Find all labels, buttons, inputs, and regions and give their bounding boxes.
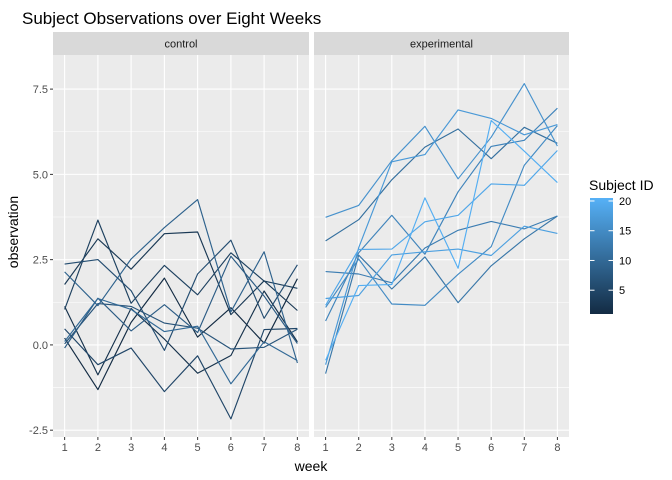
series-line-subject-1	[64, 277, 298, 391]
chart-title: Subject Observations over Eight Weeks	[22, 9, 321, 28]
legend: Subject ID 5 10 15 20	[589, 177, 654, 314]
series-line-subject-9	[64, 199, 298, 364]
y-axis-ticks: -2.5 0.0 2.5 5.0 7.5	[29, 84, 53, 437]
legend-label: 20	[619, 196, 631, 208]
series-line-subject-8	[64, 255, 298, 349]
x-tick-label: 4	[422, 442, 428, 454]
x-tick-label: 3	[128, 442, 134, 454]
facet-panel-experimental: experimental	[314, 32, 569, 437]
y-tick-label: 2.5	[33, 255, 48, 267]
facet-strip	[53, 32, 309, 55]
legend-label: 10	[619, 255, 631, 267]
y-tick-label: 5.0	[33, 169, 48, 181]
facet-panel-control: control	[53, 32, 309, 437]
series-line-subject-10	[64, 297, 298, 385]
series-line-subject-18	[325, 225, 558, 300]
x-tick-label: 8	[294, 442, 300, 454]
x-tick-label: 5	[195, 442, 201, 454]
x-axis-title: week	[294, 458, 329, 474]
x-axis-ticks: 1 2 3 4 5 6 7 8 1 2 3 4 5 6 7 8	[62, 437, 560, 454]
x-tick-label: 5	[455, 442, 461, 454]
series-line-subject-4	[64, 219, 298, 310]
x-tick-label: 7	[521, 442, 527, 454]
x-tick-label: 3	[389, 442, 395, 454]
x-tick-label: 6	[228, 442, 234, 454]
x-tick-label: 7	[261, 442, 267, 454]
series-line-subject-20	[325, 119, 558, 361]
series-line-subject-3	[64, 231, 298, 316]
legend-title: Subject ID	[589, 177, 654, 193]
x-tick-label: 8	[554, 442, 560, 454]
legend-colorbar	[590, 198, 613, 314]
series-line-subject-5	[64, 327, 298, 420]
facet-strip-label: experimental	[410, 39, 473, 51]
x-tick-label: 2	[95, 442, 101, 454]
series-line-subject-12	[325, 215, 558, 374]
facet-strip	[314, 32, 569, 55]
y-axis-title: observation	[5, 196, 21, 268]
legend-label: 15	[619, 226, 631, 238]
y-tick-label: 7.5	[33, 84, 48, 96]
facet-strip-label: control	[164, 39, 197, 51]
series-line-subject-19	[325, 150, 558, 306]
series-line-subject-16	[325, 83, 558, 218]
series-line-subject-15	[325, 125, 558, 308]
y-tick-label: -2.5	[29, 425, 48, 437]
y-tick-label: 0.0	[33, 340, 48, 352]
x-tick-label: 1	[323, 442, 329, 454]
series-line-subject-14	[325, 107, 558, 322]
x-tick-label: 1	[62, 442, 68, 454]
series-line-subject-6	[64, 239, 298, 351]
x-tick-label: 2	[356, 442, 362, 454]
x-tick-label: 6	[488, 442, 494, 454]
x-tick-label: 4	[161, 442, 167, 454]
panel-background	[314, 55, 569, 437]
series-line-subject-17	[325, 109, 558, 365]
legend-label: 5	[619, 285, 625, 297]
legend-ticks: 5 10 15 20	[590, 196, 631, 297]
facet-panels: control experimental	[53, 32, 569, 437]
series-line-subject-2	[64, 290, 298, 376]
series-line-subject-13	[325, 215, 558, 284]
